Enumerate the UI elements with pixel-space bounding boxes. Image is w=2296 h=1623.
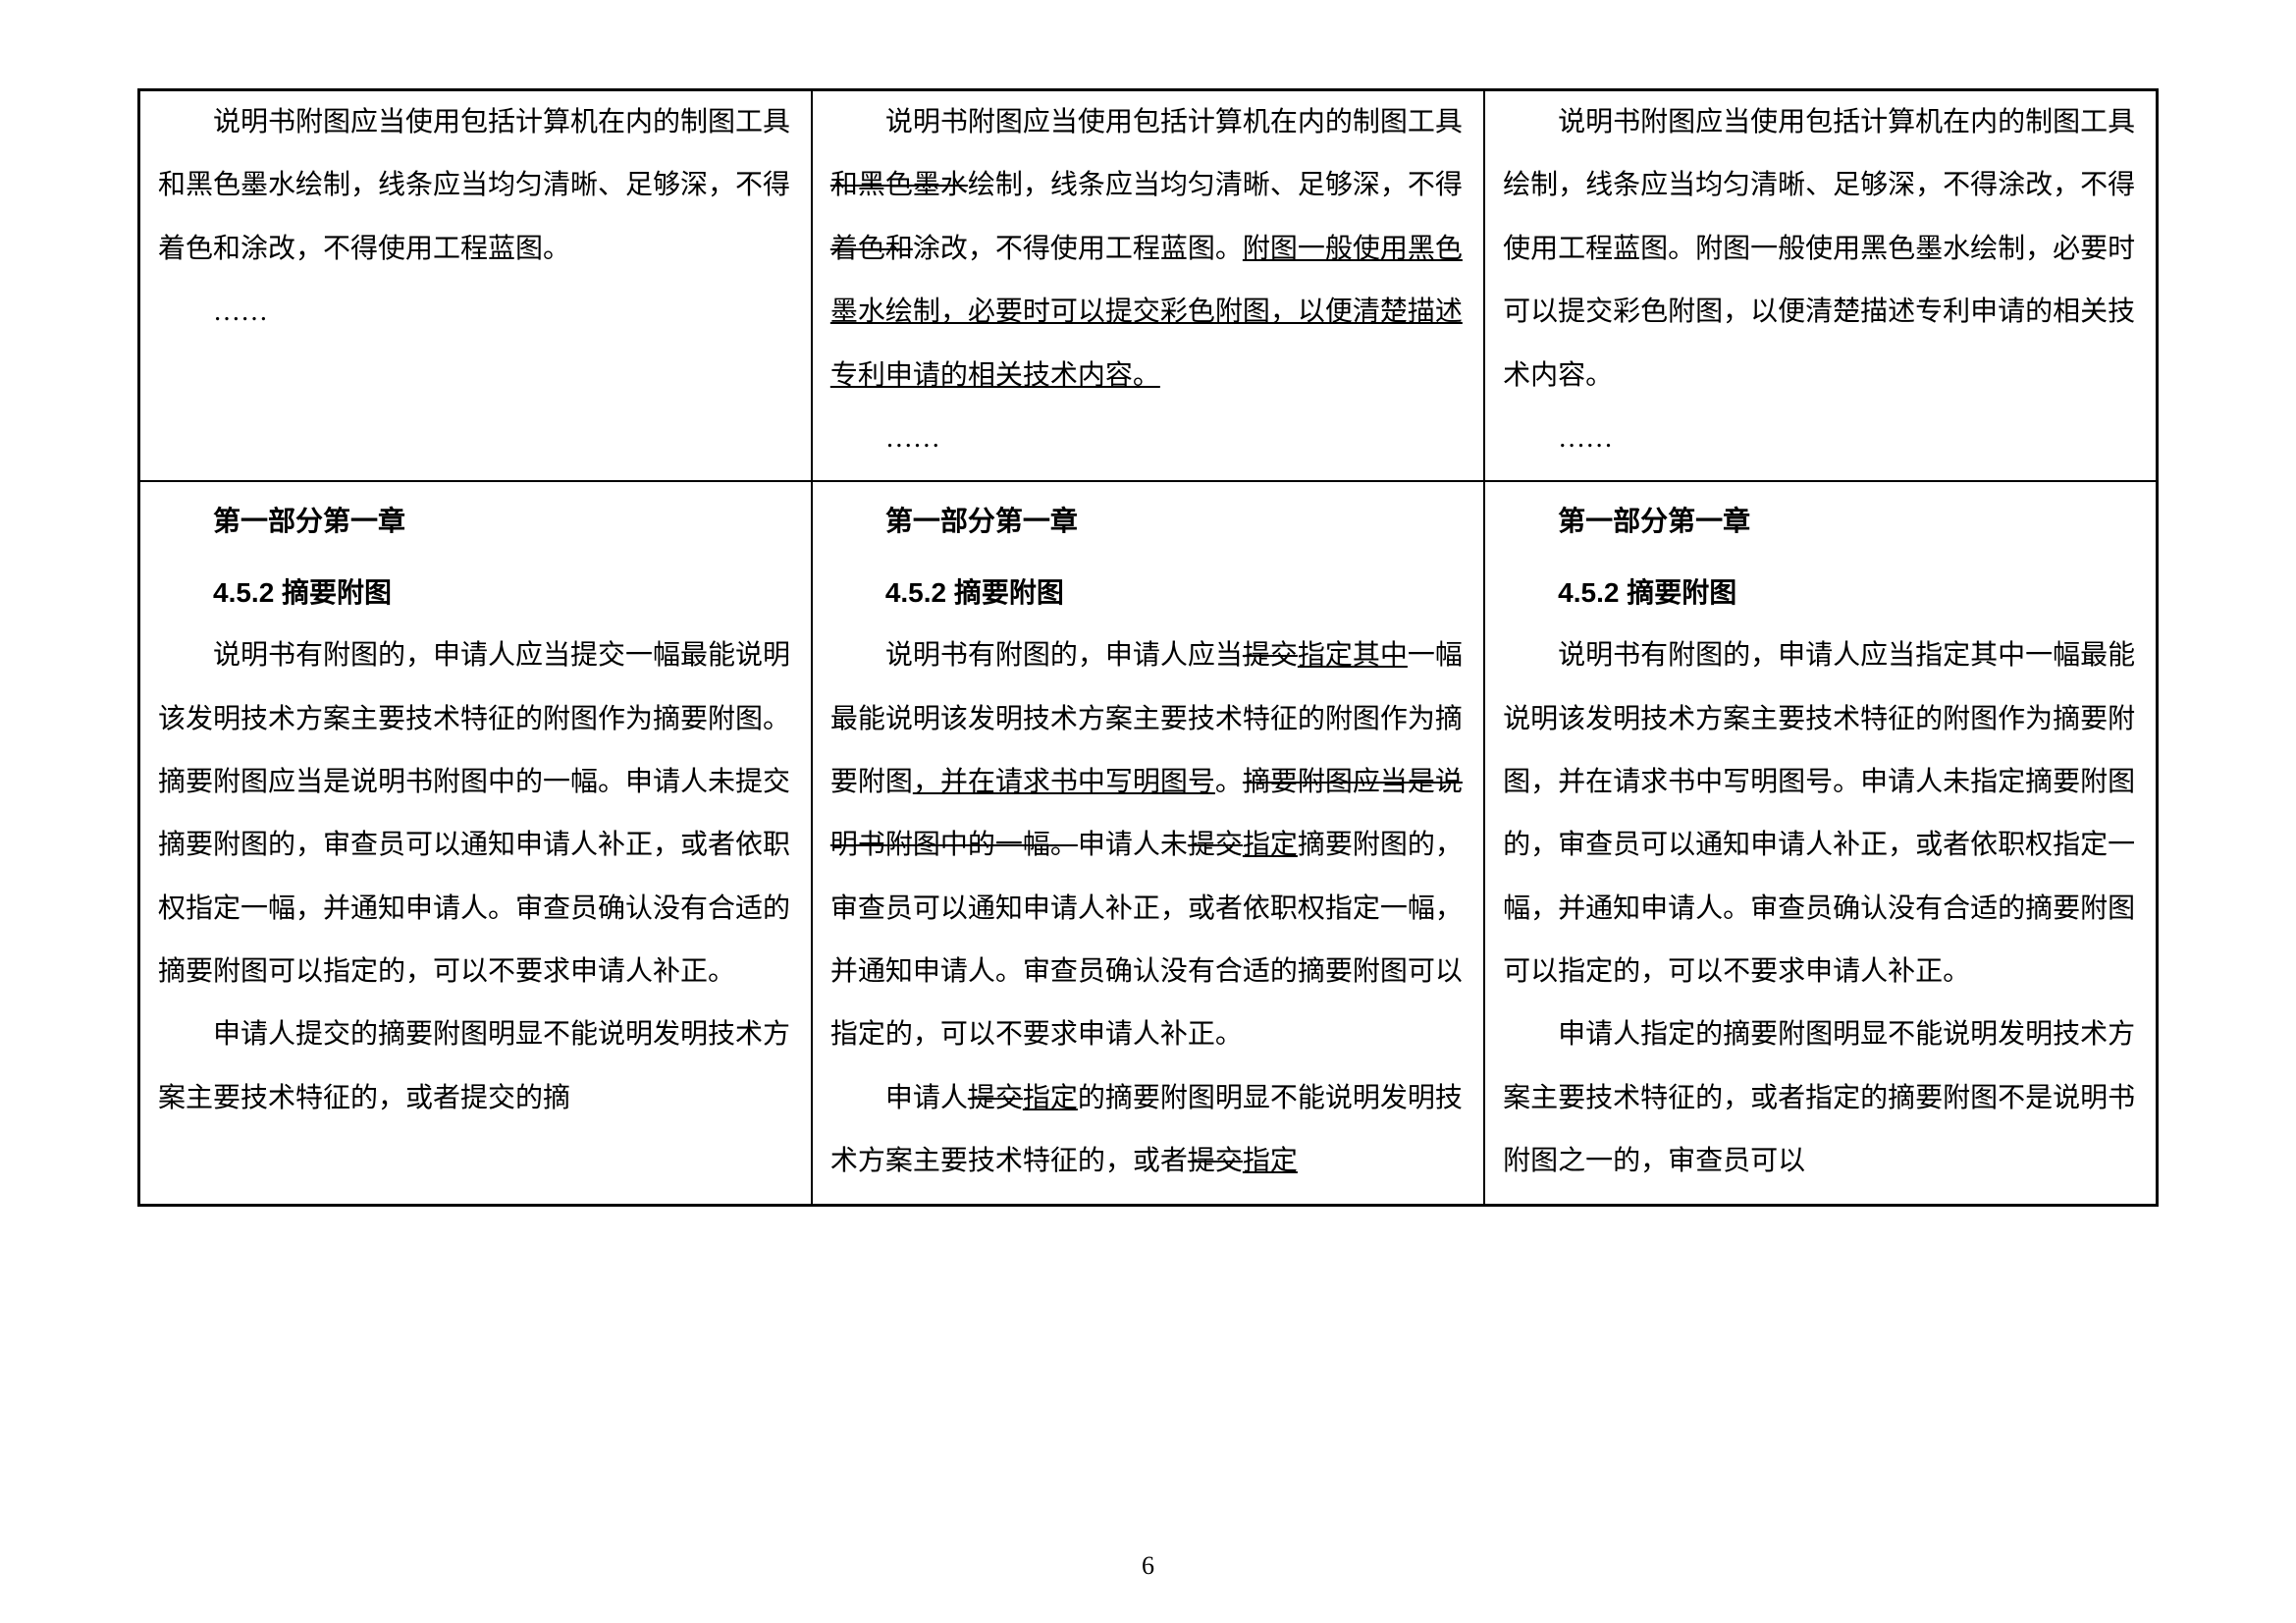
body-text: 申请人提交指定的摘要附图明显不能说明发明技术方案主要技术特征的，或者提交指定 [830, 1067, 1466, 1194]
text-segment: 。 [1215, 767, 1243, 797]
section-title: 第一部分第一章 [158, 490, 793, 553]
body-text: 说明书附图应当使用包括计算机在内的制图工具和黑色墨水绘制，线条应当均匀清晰、足够… [158, 91, 793, 281]
text-segment: 涂改，不得使用工程蓝图。 [913, 234, 1243, 264]
underline-text: ，并在请求书中写明图号 [913, 767, 1215, 797]
body-text: 说明书附图应当使用包括计算机在内的制图工具绘制，线条应当均匀清晰、足够深，不得涂… [1503, 91, 2138, 407]
underline-text: 指定其中 [1298, 640, 1408, 671]
row2-col3: 第一部分第一章 4.5.2 摘要附图 说明书有附图的，申请人应当指定其中一幅最能… [1484, 481, 2157, 1205]
underline-text: 指定 [1023, 1083, 1078, 1113]
table-row: 说明书附图应当使用包括计算机在内的制图工具和黑色墨水绘制，线条应当均匀清晰、足够… [139, 90, 2158, 482]
strike-text: 提交 [1188, 1146, 1243, 1176]
text-segment: 说明书附图应当使用包括计算机在内的制图工具 [885, 107, 1463, 137]
underline-text: 指定 [1243, 830, 1298, 860]
text-segment: 说明书有附图的，申请人应当 [885, 640, 1243, 671]
page: 说明书附图应当使用包括计算机在内的制图工具和黑色墨水绘制，线条应当均匀清晰、足够… [0, 0, 2296, 1623]
ellipsis: …… [1503, 407, 2138, 470]
row1-col3: 说明书附图应当使用包括计算机在内的制图工具绘制，线条应当均匀清晰、足够深，不得涂… [1484, 90, 2157, 482]
row2-col2: 第一部分第一章 4.5.2 摘要附图 说明书有附图的，申请人应当提交指定其中一幅… [812, 481, 1484, 1205]
strike-text: 提交 [1188, 830, 1243, 860]
strike-text: 提交 [968, 1083, 1023, 1113]
ellipsis: …… [830, 407, 1466, 470]
row1-col2: 说明书附图应当使用包括计算机在内的制图工具和黑色墨水绘制，线条应当均匀清晰、足够… [812, 90, 1484, 482]
text-segment: 申请人 [885, 1083, 968, 1113]
strike-text: 和黑色墨水 [830, 170, 968, 200]
subsection-title: 4.5.2 摘要附图 [158, 562, 793, 624]
section-title: 第一部分第一章 [830, 490, 1466, 553]
ellipsis: …… [158, 281, 793, 344]
strike-text: 提交 [1243, 640, 1298, 671]
section-title: 第一部分第一章 [1503, 490, 2138, 553]
table-row: 第一部分第一章 4.5.2 摘要附图 说明书有附图的，申请人应当提交一幅最能说明… [139, 481, 2158, 1205]
underline-text: 指定 [1243, 1146, 1298, 1176]
body-text: 说明书有附图的，申请人应当提交一幅最能说明该发明技术方案主要技术特征的附图作为摘… [158, 624, 793, 1003]
page-number: 6 [0, 1537, 2296, 1596]
body-text: 申请人指定的摘要附图明显不能说明发明技术方案主要技术特征的，或者指定的摘要附图不… [1503, 1003, 2138, 1193]
row1-col1: 说明书附图应当使用包括计算机在内的制图工具和黑色墨水绘制，线条应当均匀清晰、足够… [139, 90, 812, 482]
text-segment: 摘要附图的，审查员可以通知申请人补正，或者依职权指定一幅，并通知申请人。审查员确… [830, 830, 1463, 1050]
body-text: 说明书有附图的，申请人应当指定其中一幅最能说明该发明技术方案主要技术特征的附图作… [1503, 624, 2138, 1003]
row2-col1: 第一部分第一章 4.5.2 摘要附图 说明书有附图的，申请人应当提交一幅最能说明… [139, 481, 812, 1205]
text-segment: 申请人未 [1078, 830, 1188, 860]
body-text: 申请人提交的摘要附图明显不能说明发明技术方案主要技术特征的，或者提交的摘 [158, 1003, 793, 1130]
comparison-table: 说明书附图应当使用包括计算机在内的制图工具和黑色墨水绘制，线条应当均匀清晰、足够… [137, 88, 2159, 1207]
subsection-title: 4.5.2 摘要附图 [1503, 562, 2138, 624]
subsection-title: 4.5.2 摘要附图 [830, 562, 1466, 624]
body-text: 说明书有附图的，申请人应当提交指定其中一幅最能说明该发明技术方案主要技术特征的附… [830, 624, 1466, 1067]
strike-text: 着色和 [830, 234, 913, 264]
text-segment: 绘制，线条应当均匀清晰、足够深，不得 [968, 170, 1463, 200]
body-text: 说明书附图应当使用包括计算机在内的制图工具和黑色墨水绘制，线条应当均匀清晰、足够… [830, 91, 1466, 407]
